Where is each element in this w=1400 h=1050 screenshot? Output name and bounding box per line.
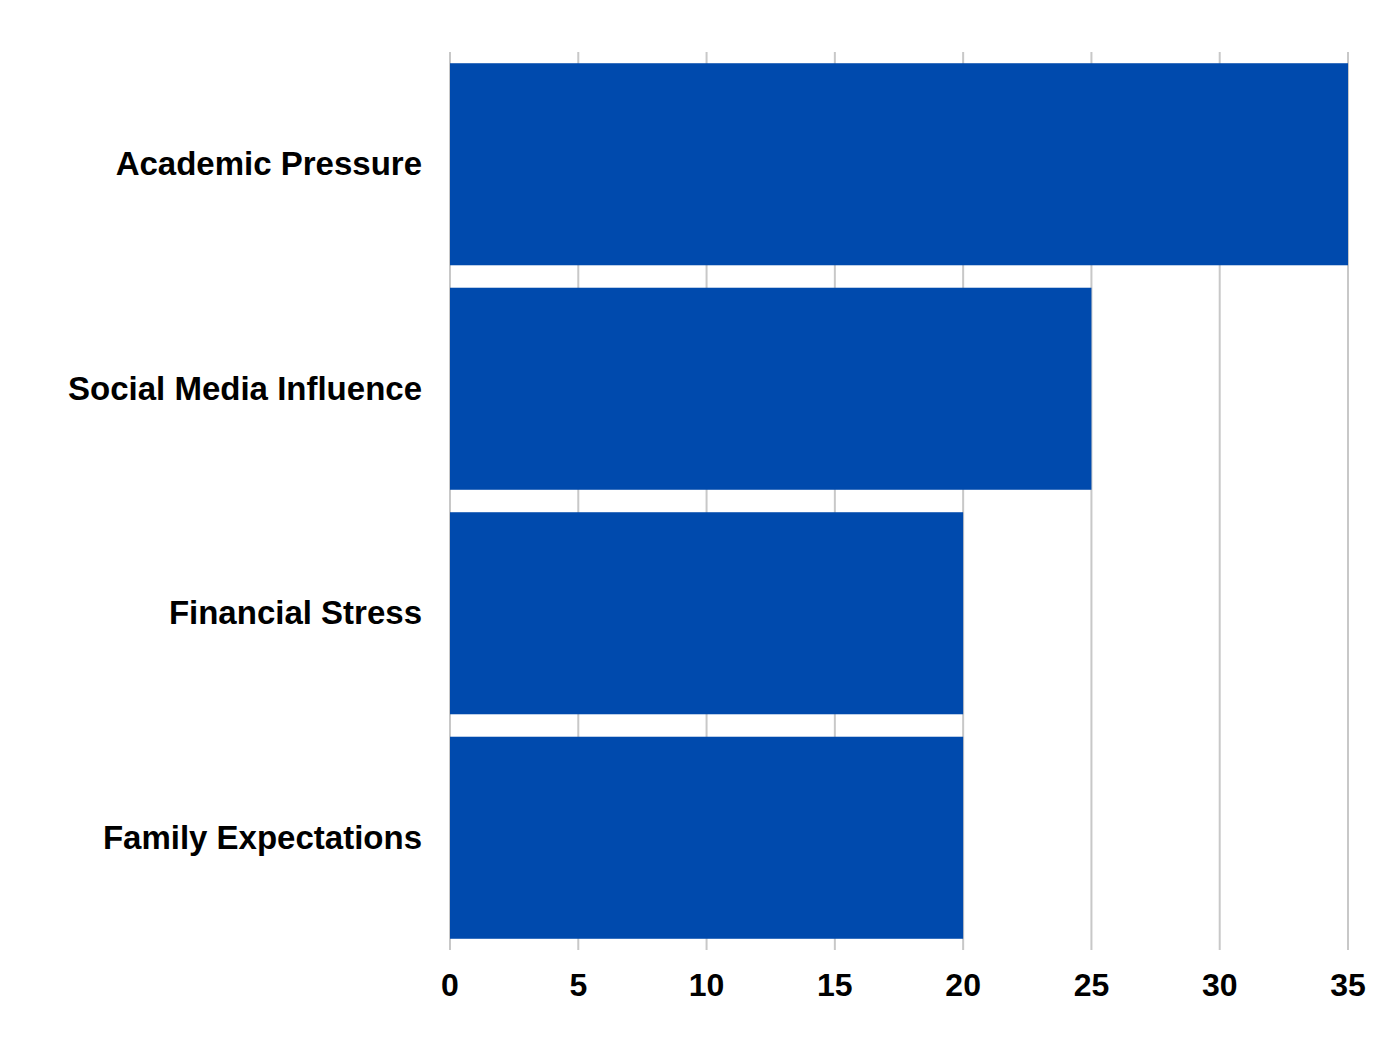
category-label: Financial Stress: [169, 594, 422, 631]
category-label: Academic Pressure: [116, 145, 422, 182]
x-tick-label: 20: [945, 967, 981, 1003]
x-tick-label: 5: [569, 967, 587, 1003]
category-label: Family Expectations: [103, 819, 422, 856]
grid: [450, 52, 1348, 950]
chart-container: 0 5 10 15 20 25 30 35 Academic Pressure Social Me…: [0, 0, 1400, 1050]
bar: [450, 63, 1348, 265]
x-tick-label: 25: [1074, 967, 1110, 1003]
bars: [450, 63, 1348, 939]
x-tick-label: 10: [689, 967, 725, 1003]
chart-svg: 0 5 10 15 20 25 30 35 Academic Pressure Social Me…: [0, 0, 1400, 1050]
x-tick-label: 35: [1330, 967, 1366, 1003]
bar: [450, 512, 963, 714]
x-tick-labels: 0 5 10 15 20 25 30 35: [441, 967, 1366, 1003]
category-label: Social Media Influence: [68, 370, 422, 407]
bar: [450, 288, 1091, 490]
x-tick-label: 0: [441, 967, 459, 1003]
category-labels: Academic Pressure Social Media Influence F…: [68, 145, 422, 856]
x-tick-label: 30: [1202, 967, 1238, 1003]
x-tick-label: 15: [817, 967, 853, 1003]
bar: [450, 737, 963, 939]
